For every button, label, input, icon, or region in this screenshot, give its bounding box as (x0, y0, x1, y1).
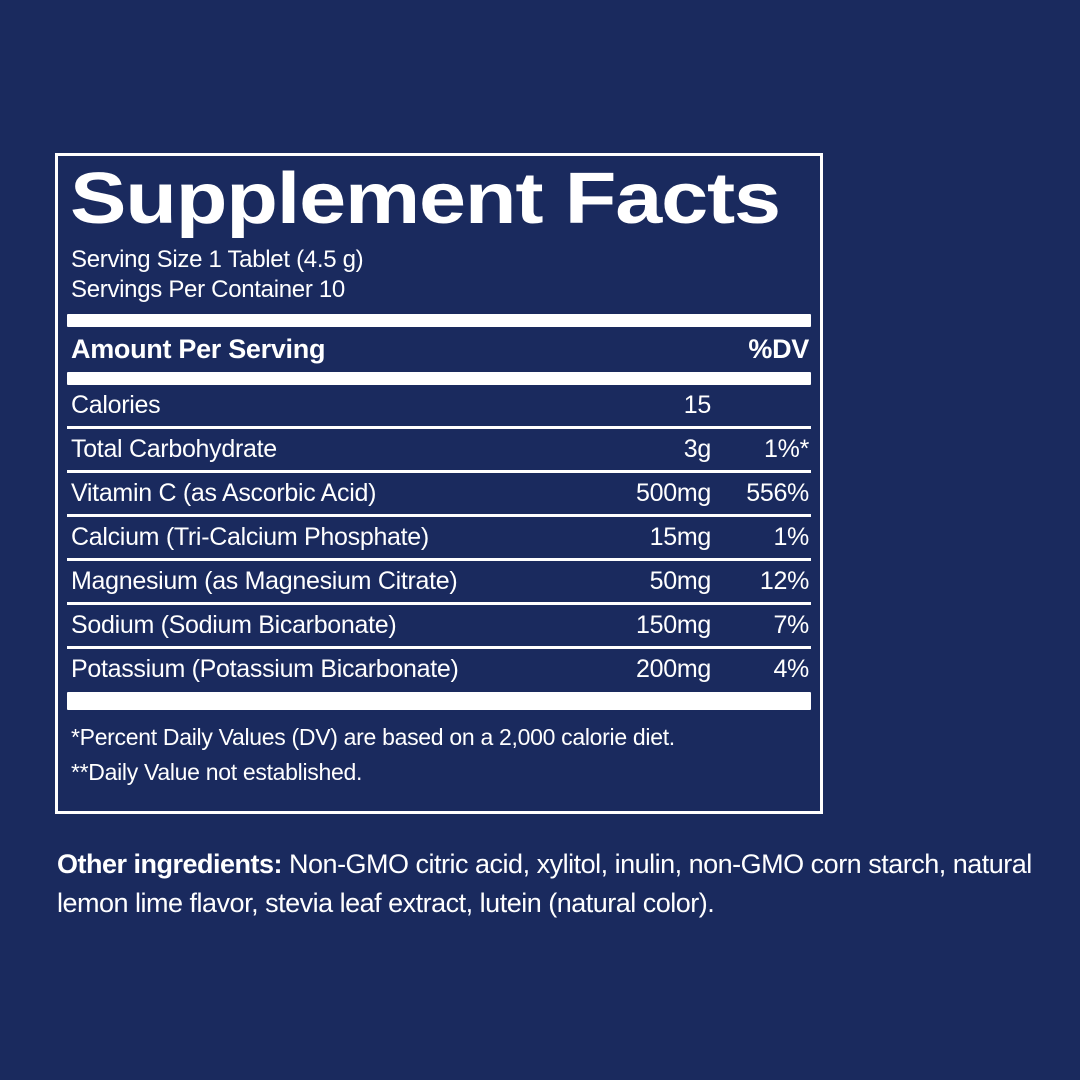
nutrient-name: Calcium (Tri-Calcium Phosphate) (71, 522, 429, 551)
table-row: Total Carbohydrate 3g 1%* (67, 429, 811, 473)
nutrient-name: Potassium (Potassium Bicarbonate) (71, 654, 459, 683)
row-divider (67, 601, 811, 605)
nutrient-amount: 200mg (636, 654, 711, 683)
other-ingredients-text: Non-GMO citric acid, xylitol, inulin, no… (57, 849, 1032, 918)
table-row: Calcium (Tri-Calcium Phosphate) 15mg 1% (67, 517, 811, 561)
row-divider (67, 513, 811, 517)
row-divider (67, 469, 811, 473)
table-row: Calories 15 (67, 385, 811, 429)
table-row: Vitamin C (as Ascorbic Acid) 500mg 556% (67, 473, 811, 517)
amount-per-serving-label: Amount Per Serving (71, 333, 326, 364)
row-divider (67, 645, 811, 649)
nutrient-amount: 500mg (636, 478, 711, 507)
percent-dv-label: %DV (748, 333, 809, 364)
nutrient-amount: 3g (683, 434, 712, 463)
row-divider (67, 557, 811, 561)
nutrient-amount: 150mg (636, 610, 711, 639)
nutrient-dv: 1% (773, 522, 809, 551)
divider-bar-header (67, 371, 811, 385)
footnotes: *Percent Daily Values (DV) are based on … (71, 720, 811, 790)
nutrient-name: Sodium (Sodium Bicarbonate) (71, 610, 397, 639)
table-header-row: Amount Per Serving %DV (67, 327, 811, 372)
nutrient-name: Total Carbohydrate (71, 434, 277, 463)
supplement-facts-panel: Supplement Facts Serving Size 1 Tablet (… (55, 153, 823, 814)
divider-bar-top (67, 313, 811, 327)
footnote-dv-not-established: **Daily Value not established. (71, 758, 363, 785)
nutrient-dv: 4% (773, 654, 809, 683)
nutrient-name: Calories (71, 390, 161, 419)
table-row: Magnesium (as Magnesium Citrate) 50mg 12… (67, 561, 811, 605)
nutrient-amount: 15mg (649, 522, 712, 551)
panel-title: Supplement Facts (70, 159, 781, 239)
nutrient-dv: 7% (773, 610, 809, 639)
nutrient-name: Magnesium (as Magnesium Citrate) (71, 566, 458, 595)
table-row: Sodium (Sodium Bicarbonate) 150mg 7% (67, 605, 811, 649)
other-ingredients-label: Other ingredients: (57, 849, 283, 879)
nutrient-amount: 50mg (649, 566, 712, 595)
other-ingredients-paragraph: Other ingredients: Non-GMO citric acid, … (57, 845, 1047, 923)
nutrient-table: Calories 15 Total Carbohydrate 3g 1%* Vi… (67, 385, 811, 690)
nutrient-dv: 12% (759, 566, 809, 595)
nutrient-dv: 1%* (764, 434, 809, 463)
footnote-percent-dv: *Percent Daily Values (DV) are based on … (71, 723, 675, 750)
table-row: Potassium (Potassium Bicarbonate) 200mg … (67, 649, 811, 690)
row-divider (67, 425, 811, 429)
nutrient-dv: 556% (746, 478, 809, 507)
nutrient-amount: 15 (683, 390, 712, 419)
nutrient-name: Vitamin C (as Ascorbic Acid) (71, 478, 377, 507)
divider-bar-bottom (67, 691, 811, 710)
serving-size-text: Serving Size 1 Tablet (4.5 g) (71, 245, 364, 273)
servings-per-container-text: Servings Per Container 10 (71, 275, 345, 303)
